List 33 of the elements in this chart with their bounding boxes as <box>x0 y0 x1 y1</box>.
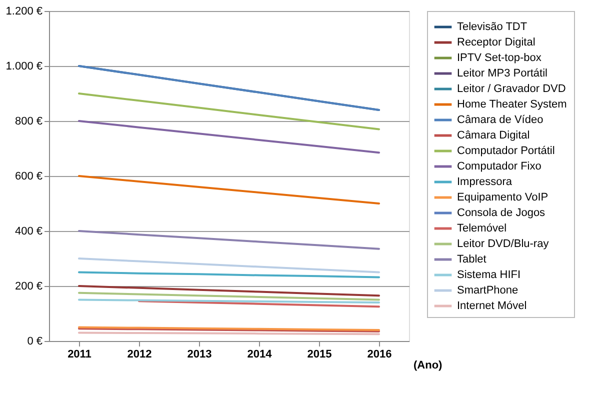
legend-label: Leitor DVD/Blu-ray <box>457 238 550 250</box>
legend-label: Computador Portátil <box>457 145 555 157</box>
y-tick-label: 600 € <box>14 170 42 182</box>
x-tick-label: 2013 <box>187 348 212 360</box>
x-tick-label: 2016 <box>367 348 392 360</box>
legend-label: Equipamento VoIP <box>457 192 548 204</box>
legend-label: Home Theater System <box>457 98 567 110</box>
legend-label: Impressora <box>457 176 513 188</box>
y-tick-label: 1.200 € <box>6 6 42 18</box>
legend-label: SmartPhone <box>457 284 518 296</box>
x-tick-label: 2015 <box>307 348 332 360</box>
legend-label: Televisão TDT <box>457 21 528 33</box>
legend-label: Computador Fixo <box>457 160 542 172</box>
x-tick-label: 2012 <box>127 348 152 360</box>
legend-label: IPTV Set-top-box <box>457 52 542 64</box>
legend-label: Sistema HIFI <box>457 269 521 281</box>
legend-label: Câmara Digital <box>457 130 530 142</box>
y-tick-label: 400 € <box>14 226 42 238</box>
x-tick-label: 2011 <box>68 348 92 360</box>
legend-label: Internet Móvel <box>457 300 527 312</box>
y-tick-label: 200 € <box>14 280 42 292</box>
y-tick-label: 800 € <box>14 116 42 128</box>
x-tick-label: 2014 <box>247 348 273 360</box>
legend-label: Leitor / Gravador DVD <box>457 83 566 95</box>
legend-label: Tablet <box>457 254 486 266</box>
legend-label: Telemóvel <box>457 222 507 234</box>
legend-label: Leitor MP3 Portátil <box>457 68 548 80</box>
y-tick-label: 1.000 € <box>6 60 42 72</box>
y-tick-label: 0 € <box>27 336 42 348</box>
x-axis-title: (Ano) <box>414 360 443 372</box>
legend-label: Consola de Jogos <box>457 207 546 219</box>
legend-label: Câmara de Vídeo <box>457 114 544 126</box>
legend-label: Receptor Digital <box>457 36 536 48</box>
